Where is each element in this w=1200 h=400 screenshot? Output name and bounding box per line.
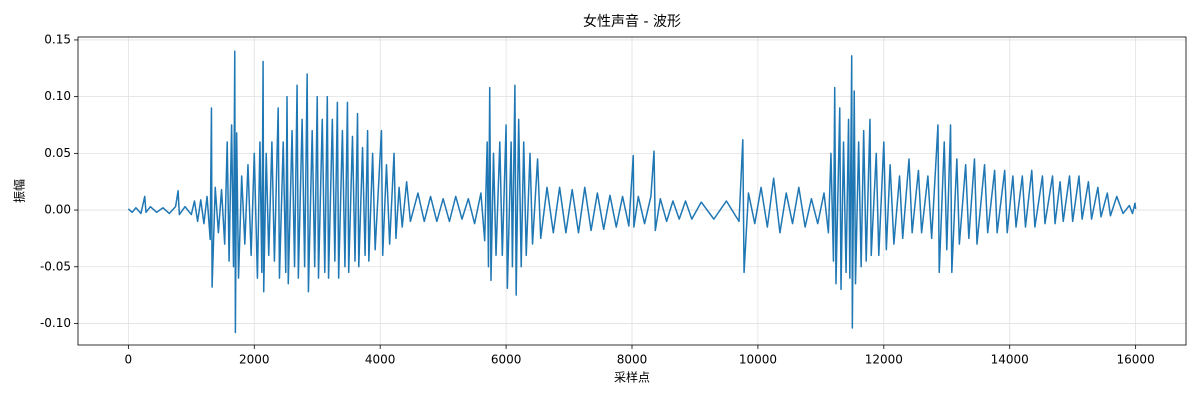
chart-title: 女性声音 - 波形 [583,13,681,30]
grid [78,37,1186,345]
y-axis-label: 振幅 [12,179,27,203]
x-tick-label: 8000 [617,353,648,367]
x-tick-label: 12000 [865,353,903,367]
y-tick-label: -0.10 [40,316,71,330]
y-tick-label: 0.00 [44,203,71,217]
y-tick-label: 0.15 [44,32,71,46]
y-tick-label: 0.10 [44,89,71,103]
x-tick-label: 6000 [491,353,522,367]
x-tick-label: 4000 [365,353,396,367]
plot [127,50,1137,334]
x-tick-label: 14000 [991,353,1029,367]
x-tick-label: 2000 [239,353,270,367]
x-axis-label: 采样点 [614,370,650,385]
waveform-line [127,50,1137,334]
y-tick-label: 0.05 [44,146,71,160]
x-tick-label: 0 [125,353,133,367]
y-tick-label: -0.05 [40,259,71,273]
x-tick-label: 10000 [739,353,777,367]
x-tick-label: 16000 [1117,353,1155,367]
